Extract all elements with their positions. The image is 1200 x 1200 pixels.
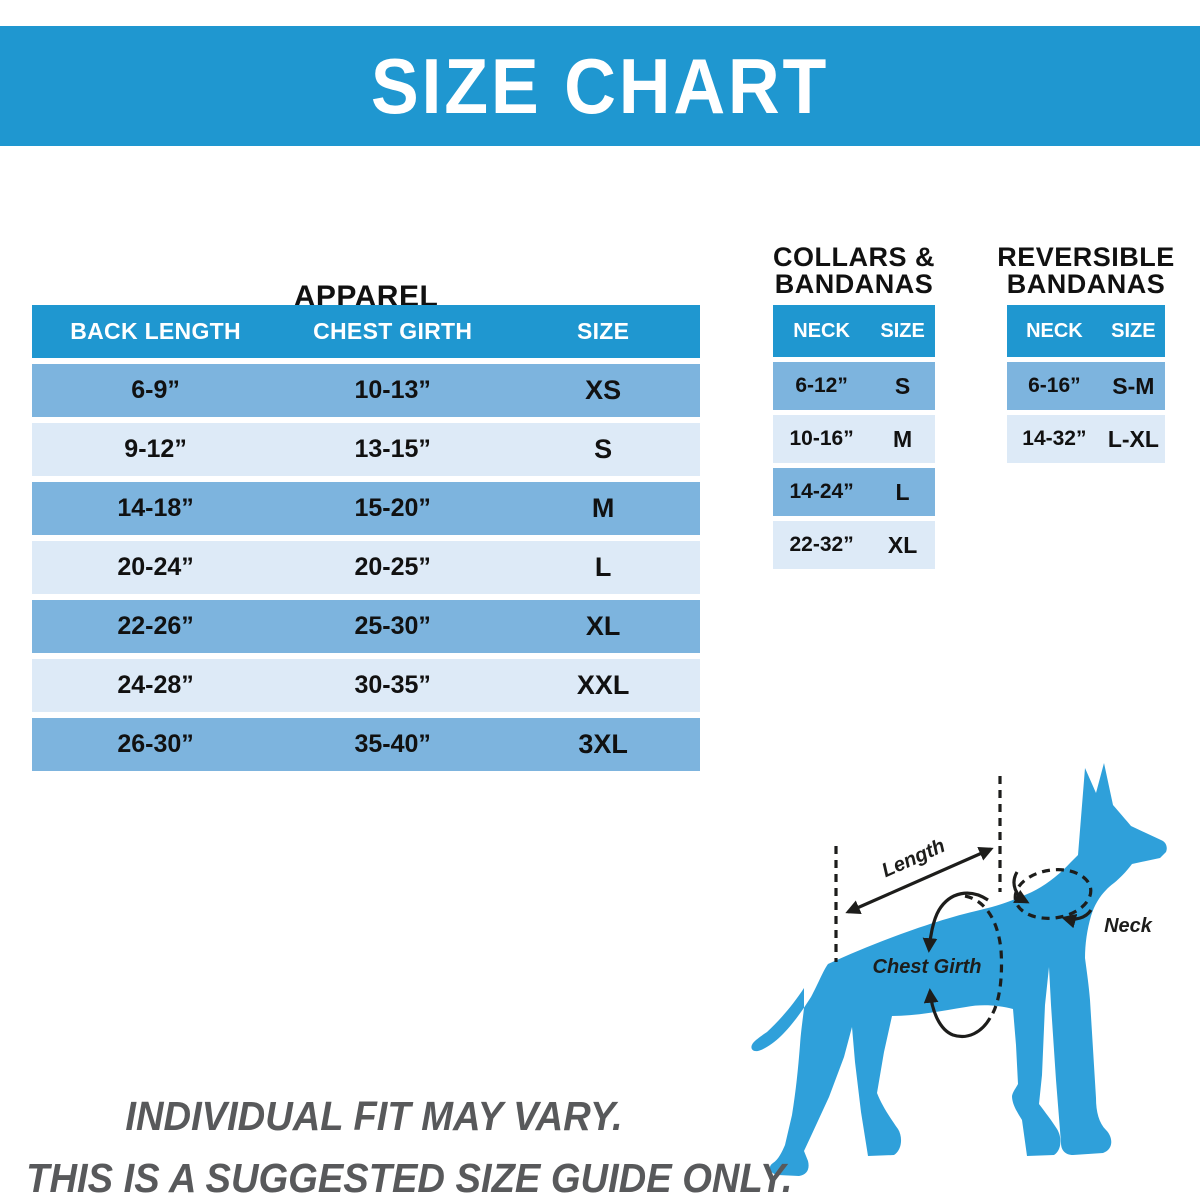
table-cell: M (591, 493, 615, 523)
table-cell: 14-32” (1022, 427, 1087, 450)
neck-arrow-left (1012, 871, 1030, 904)
column-header-size: SIZE (880, 319, 925, 342)
table-cell: L (895, 478, 910, 505)
table-cell: 6-16” (1028, 374, 1081, 397)
reversible-row-sm: 6-16” S-M (1007, 362, 1165, 410)
neck-arrow-right (1061, 909, 1093, 929)
table-cell: 10-16” (789, 427, 854, 450)
table-cell: XXL (576, 670, 630, 700)
collars-row-l: 14-24” L (773, 468, 935, 516)
column-header-neck: NECK (793, 319, 850, 342)
reversible-section-title: REVERSIBLE BANDANAS (992, 244, 1180, 298)
table-cell: XS (585, 375, 622, 405)
collars-section-title: COLLARS & BANDANAS (758, 244, 950, 298)
table-cell: 10-13” (354, 376, 431, 404)
apparel-row-l: 20-24” 20-25” L (32, 541, 700, 594)
table-cell: 24-28” (117, 671, 194, 699)
collars-row-xl: 22-32” XL (773, 521, 935, 569)
chest-girth-label: Chest Girth (873, 956, 982, 978)
apparel-table: BACK LENGTH CHEST GIRTH SIZE 6-9” 10-13”… (32, 305, 700, 771)
collars-title-line1: COLLARS & (773, 242, 935, 272)
table-cell: 15-20” (354, 494, 431, 522)
table-cell: XL (585, 611, 621, 641)
header-banner: SIZE CHART (0, 26, 1200, 146)
page-title: SIZE CHART (370, 41, 830, 130)
dog-diagram-svg: Length Neck Chest Girth (751, 763, 1167, 1176)
table-cell: 13-15” (354, 435, 431, 463)
column-header-chest-girth: CHEST GIRTH (313, 318, 473, 344)
chest-arc-top (922, 891, 989, 953)
table-cell: 6-9” (131, 376, 180, 404)
table-cell: S (594, 434, 613, 464)
dog-measurement-diagram: Length Neck Chest Girth (740, 760, 1200, 1200)
table-cell: 25-30” (354, 612, 431, 640)
table-cell: L-XL (1107, 425, 1159, 452)
length-arrow (845, 847, 994, 914)
table-cell: 6-12” (795, 374, 848, 397)
column-header-size: SIZE (576, 318, 630, 344)
apparel-header-row: BACK LENGTH CHEST GIRTH SIZE (32, 305, 700, 358)
table-cell: 30-35” (354, 671, 431, 699)
table-cell: S-M (1112, 372, 1155, 399)
table-cell: 3XL (578, 729, 628, 759)
apparel-row-xxl: 24-28” 30-35” XXL (32, 659, 700, 712)
reversible-header-row: NECK SIZE (1007, 305, 1165, 357)
reversible-table: NECK SIZE 6-16” S-M 14-32” L-XL (1007, 305, 1165, 463)
table-cell: 22-32” (789, 533, 854, 556)
column-header-back-length: BACK LENGTH (70, 318, 241, 344)
table-cell: 35-40” (354, 730, 431, 758)
table-cell: XL (887, 531, 918, 558)
table-cell: S (894, 372, 911, 399)
reversible-row-lxl: 14-32” L-XL (1007, 415, 1165, 463)
length-label: Length (879, 835, 949, 882)
reversible-title-line1: REVERSIBLE (997, 242, 1175, 272)
table-cell: 20-24” (117, 553, 194, 581)
collars-row-m: 10-16” M (773, 415, 935, 463)
collars-row-s: 6-12” S (773, 362, 935, 410)
table-cell: 22-26” (117, 612, 194, 640)
collars-table: NECK SIZE 6-12” S 10-16” M 14-24” L 22-3… (773, 305, 935, 569)
chest-ellipse-dashed (964, 894, 1004, 1019)
apparel-row-3xl: 26-30” 35-40” 3XL (32, 718, 700, 771)
table-cell: L (594, 552, 612, 582)
disclaimer-line1: INDIVIDUAL FIT MAY VARY. (125, 1093, 623, 1139)
table-cell: 14-24” (789, 480, 854, 503)
table-cell: 20-25” (354, 553, 431, 581)
table-cell: 26-30” (117, 730, 194, 758)
neck-label: Neck (1104, 915, 1153, 937)
table-cell: 14-18” (117, 494, 194, 522)
apparel-row-xl: 22-26” 25-30” XL (32, 600, 700, 653)
dog-silhouette (751, 763, 1167, 1176)
column-header-size: SIZE (1111, 319, 1156, 342)
table-cell: 9-12” (124, 435, 187, 463)
collars-header-row: NECK SIZE (773, 305, 935, 357)
chest-arc-bottom (923, 988, 992, 1039)
apparel-row-m: 14-18” 15-20” M (32, 482, 700, 535)
disclaimer-line2: THIS IS A SUGGESTED SIZE GUIDE ONLY. (26, 1155, 793, 1200)
apparel-row-s: 9-12” 13-15” S (32, 423, 700, 476)
column-header-neck: NECK (1026, 319, 1083, 342)
collars-title-line2: BANDANAS (774, 269, 934, 299)
apparel-row-xs: 6-9” 10-13” XS (32, 364, 700, 417)
reversible-title-line2: BANDANAS (1006, 269, 1166, 299)
table-cell: M (893, 425, 913, 452)
